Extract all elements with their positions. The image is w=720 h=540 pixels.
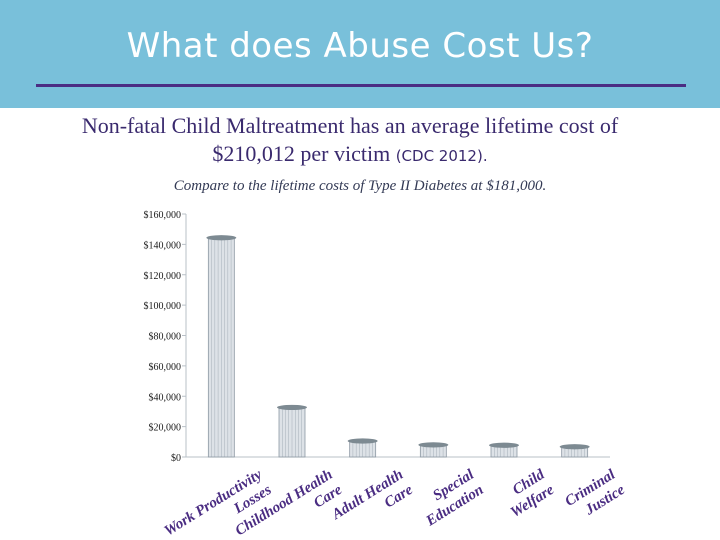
- bar-cap: [206, 235, 237, 241]
- bar: [347, 438, 378, 458]
- y-tick-label: $40,000: [149, 392, 182, 403]
- y-tick-label: $100,000: [144, 301, 182, 312]
- bar-cap: [277, 404, 307, 411]
- bar-cap: [418, 442, 449, 448]
- title-rule: [36, 84, 686, 87]
- subtitle-source: (CDC 2012).: [395, 147, 488, 165]
- y-tick-label: $0: [171, 453, 181, 464]
- bar-cap: [489, 442, 519, 448]
- subtitle-main: Non-fatal Child Maltreatment has an aver…: [81, 113, 619, 166]
- y-tick-label: $60,000: [149, 362, 182, 373]
- bar: [277, 404, 307, 458]
- bar: [206, 235, 237, 458]
- slide-subtitle: Non-fatal Child Maltreatment has an aver…: [40, 112, 660, 170]
- y-tick-label: $160,000: [144, 210, 182, 221]
- bar: [418, 442, 449, 458]
- header-band: [0, 0, 720, 108]
- y-tick-label: $140,000: [144, 240, 182, 251]
- bar: [489, 442, 519, 458]
- compare-note: Compare to the lifetime costs of Type II…: [173, 178, 547, 194]
- y-tick-label: $20,000: [149, 423, 182, 434]
- y-tick-label: $80,000: [149, 332, 182, 343]
- y-tick-label: $120,000: [144, 271, 182, 282]
- bar: [559, 444, 590, 458]
- slide-title: What does Abuse Cost Us?: [126, 26, 594, 66]
- bar-cap: [347, 438, 378, 444]
- bar-cap: [559, 444, 590, 450]
